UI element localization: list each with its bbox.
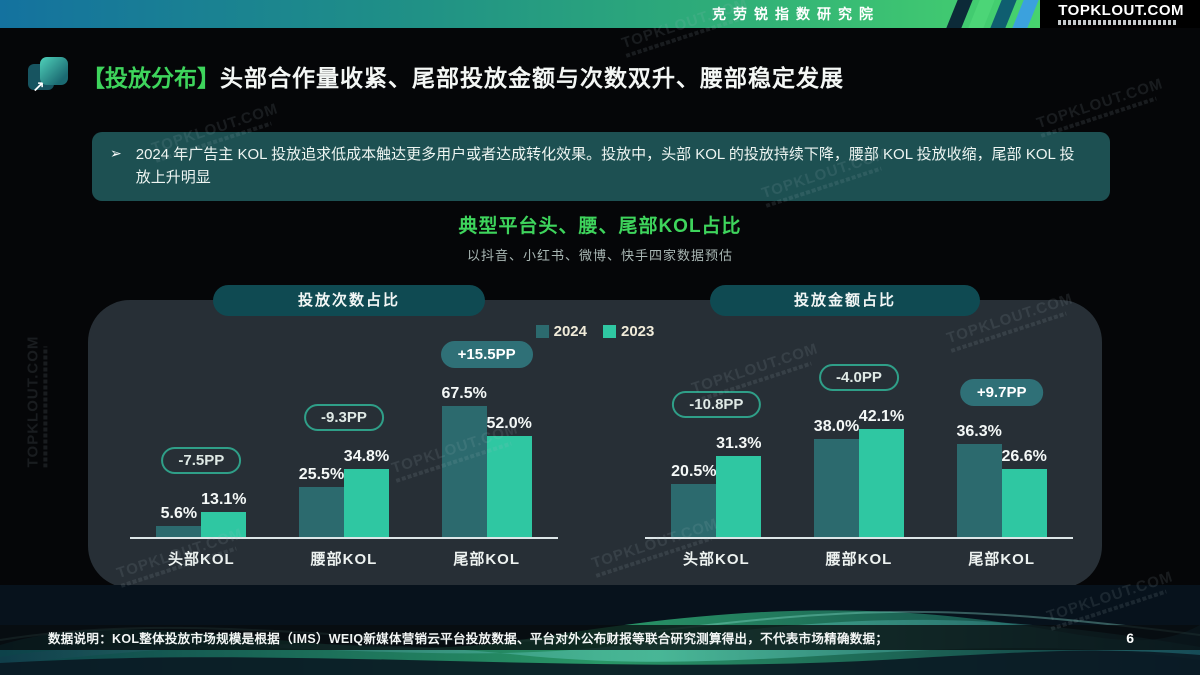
category-label: 头部KOL bbox=[168, 551, 235, 568]
topbar: 克劳锐指数研究院 TOPKLOUT.COM bbox=[0, 0, 1200, 28]
brand-logo-text: TOPKLOUT.COM bbox=[1058, 2, 1184, 19]
bar-value-label: 20.5% bbox=[671, 463, 717, 480]
brand-logo-tagline-strip bbox=[1058, 20, 1177, 25]
chart-panel: 投放次数占比 投放金额占比 2024 2023 -7.5PP 5.6% 13.1% -9… bbox=[88, 285, 1102, 588]
bar-2024: 67.5% bbox=[441, 385, 487, 537]
bar-value-label: 31.3% bbox=[716, 435, 762, 452]
legend-label: 2024 bbox=[553, 323, 587, 340]
bar-2023: 42.1% bbox=[859, 408, 904, 537]
footer-bar: 数据说明：KOL整体投放市场规模是根据（IMS）WEIQ新媒体营销云平台投放数据… bbox=[0, 625, 1200, 650]
bar-value-label: 42.1% bbox=[858, 408, 905, 425]
bar-value-label: 67.5% bbox=[441, 385, 487, 402]
bar-2024: 25.5% bbox=[299, 466, 344, 537]
bar-value-label: 38.0% bbox=[813, 418, 860, 435]
bar-2024: 36.3% bbox=[956, 423, 1002, 537]
bar-2023: 13.1% bbox=[201, 491, 247, 537]
summary-note-box: ➢ 2024 年广告主 KOL 投放追求低成本触达更多用户或者达成转化效果。投放… bbox=[92, 132, 1110, 201]
bar-2023: 31.3% bbox=[716, 435, 762, 537]
overlap-squares-arrow-icon: ↗ bbox=[28, 55, 70, 97]
title-tag: 【投放分布】 bbox=[82, 65, 220, 91]
bar-group: -9.3PP 25.5% 34.8% bbox=[299, 362, 389, 537]
change-badge: -4.0PP bbox=[819, 364, 899, 391]
change-badge: +9.7PP bbox=[959, 379, 1044, 406]
bar-value-label: 34.8% bbox=[343, 448, 390, 465]
org-name: 克劳锐指数研究院 bbox=[712, 6, 880, 22]
change-badge: +15.5PP bbox=[440, 341, 533, 368]
note-bullet-icon: ➢ bbox=[110, 145, 122, 161]
legend-swatch bbox=[603, 325, 616, 338]
legend-label: 2023 bbox=[621, 323, 655, 340]
data-source-note: 数据说明：KOL整体投放市场规模是根据（IMS）WEIQ新媒体营销云平台投放数据… bbox=[48, 632, 889, 646]
chart-title: 典型平台头、腰、尾部KOL占比 bbox=[458, 216, 742, 237]
bar-group: -7.5PP 5.6% 13.1% bbox=[156, 362, 247, 537]
watermark: TOPKLOUT.COM bbox=[1035, 75, 1167, 138]
bar-value-label: 5.6% bbox=[160, 505, 198, 522]
change-badge: -9.3PP bbox=[304, 404, 384, 431]
bar-2023: 26.6% bbox=[1001, 448, 1047, 537]
category-label: 尾部KOL bbox=[453, 551, 521, 568]
arrow-up-right-icon: ↗ bbox=[32, 79, 45, 96]
pill-header-amount-share: 投放金额占比 bbox=[710, 285, 980, 316]
category-label: 头部KOL bbox=[683, 551, 750, 568]
chart-count-share: -7.5PP 5.6% 13.1% -9.3PP 25.5% 34.8% +15.5PP 67… bbox=[130, 341, 558, 569]
category-label: 尾部KOL bbox=[968, 551, 1036, 568]
topbar-stripes bbox=[946, 0, 1039, 28]
legend-item: 2024 bbox=[535, 323, 587, 340]
bar-value-label: 52.0% bbox=[486, 415, 532, 432]
bar-value-label: 13.1% bbox=[201, 491, 247, 508]
bar-value-label: 25.5% bbox=[298, 466, 345, 483]
bar-group: -10.8PP 20.5% 31.3% bbox=[671, 362, 762, 537]
bar-2024: 20.5% bbox=[671, 463, 717, 537]
chart-subtitle: 以抖音、小红书、微博、快手四家数据预估 bbox=[466, 248, 733, 263]
chart-legend: 2024 2023 bbox=[88, 323, 1102, 340]
bar-2024: 38.0% bbox=[814, 418, 859, 537]
bar-group: -4.0PP 38.0% 42.1% bbox=[814, 362, 904, 537]
footer: 数据说明：KOL整体投放市场规模是根据（IMS）WEIQ新媒体营销云平台投放数据… bbox=[0, 585, 1200, 675]
category-axis: 头部KOL 腰部KOL 尾部KOL bbox=[645, 548, 1073, 569]
page-number: 6 bbox=[1126, 629, 1134, 646]
category-axis: 头部KOL 腰部KOL 尾部KOL bbox=[130, 548, 558, 569]
title-text: 头部合作量收紧、尾部投放金额与次数双升、腰部稳定发展 bbox=[220, 65, 844, 91]
bar-2024: 5.6% bbox=[156, 505, 202, 537]
watermark: TOPKLOUT.COM bbox=[24, 336, 48, 468]
bar-group: +15.5PP 67.5% 52.0% bbox=[440, 341, 533, 537]
legend-swatch bbox=[535, 325, 549, 338]
category-label: 腰部KOL bbox=[310, 551, 378, 568]
change-badge: -7.5PP bbox=[161, 447, 242, 474]
legend-item: 2023 bbox=[603, 323, 654, 340]
bar-group: +9.7PP 36.3% 26.6% bbox=[956, 362, 1047, 537]
bar-2023: 34.8% bbox=[344, 448, 389, 537]
plot-area: -10.8PP 20.5% 31.3% -4.0PP 38.0% 42.1% +9.7PP 3… bbox=[645, 362, 1073, 539]
pill-header-count-share: 投放次数占比 bbox=[213, 285, 485, 316]
note-text: 2024 年广告主 KOL 投放追求低成本触达更多用户或者达成转化效果。投放中，… bbox=[135, 146, 1075, 187]
bar-value-label: 36.3% bbox=[956, 423, 1002, 440]
category-label: 腰部KOL bbox=[825, 551, 893, 568]
chart-amount-share: -10.8PP 20.5% 31.3% -4.0PP 38.0% 42.1% +9.7PP 3… bbox=[645, 362, 1073, 569]
page-title: ↗ 【投放分布】 头部合作量收紧、尾部投放金额与次数双升、腰部稳定发展 bbox=[28, 55, 844, 97]
bar-2023: 52.0% bbox=[486, 415, 532, 537]
topbar-gradient bbox=[0, 0, 1040, 28]
brand-logo: TOPKLOUT.COM bbox=[1058, 3, 1184, 25]
plot-area: -7.5PP 5.6% 13.1% -9.3PP 25.5% 34.8% +15.5PP 67… bbox=[130, 341, 558, 539]
change-badge: -10.8PP bbox=[672, 391, 761, 418]
bar-value-label: 26.6% bbox=[1001, 448, 1047, 465]
